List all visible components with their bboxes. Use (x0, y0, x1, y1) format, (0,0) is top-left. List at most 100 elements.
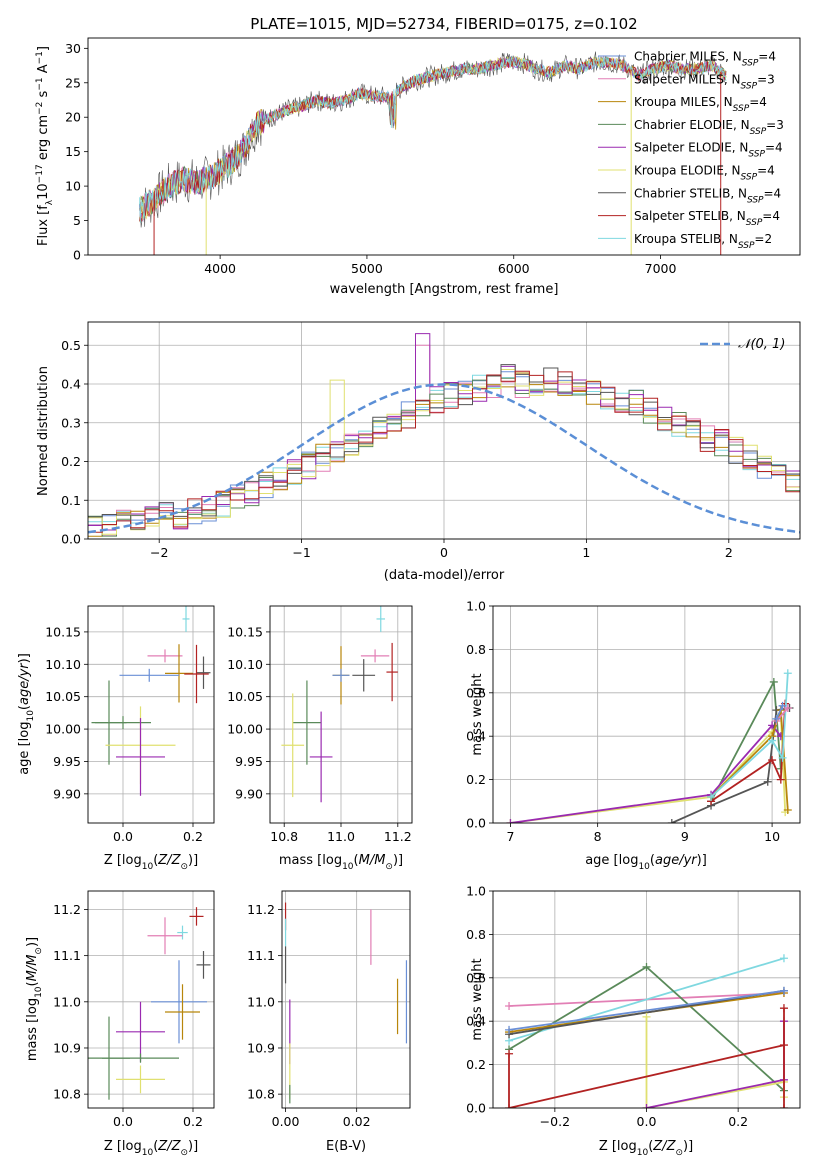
x-tick-label: 10 (764, 829, 780, 844)
x-axis-label: wavelength [Angstrom, rest frame] (330, 282, 559, 297)
y-tick-label: 0.2 (466, 1057, 486, 1072)
series-line (775, 705, 784, 720)
series-line (510, 711, 787, 823)
histogram-step (88, 370, 800, 533)
y-tick-label: 0.4 (466, 1014, 486, 1029)
data-point-marker (505, 1025, 514, 1034)
y-tick-label: 0.8 (466, 642, 486, 657)
y-tick-label: 10.15 (227, 624, 263, 639)
y-tick-label: 0.2 (61, 454, 81, 469)
data-point-marker (778, 753, 787, 762)
mass-vs-metallicity-panel: 0.0 0.2 10.8 10.9 11.0 11.1 11.2 Z [log10(Z/Z⊙)… (25, 890, 215, 1158)
data-point-marker (642, 962, 651, 971)
x-tick-label: 5000 (351, 261, 383, 276)
y-axis-label: age [log10(age/yr)] (17, 653, 36, 775)
x-tick-label: 8 (594, 829, 602, 844)
y-tick-label: 0.3 (61, 415, 81, 430)
data-point-marker (779, 1004, 788, 1013)
spectrum-series-line (139, 56, 727, 223)
data-point-marker (779, 1104, 788, 1108)
data-point-marker (779, 954, 788, 963)
x-axis-label: Z [log10(Z/Z⊙)] (599, 1139, 693, 1158)
x-axis-label: (data-model)/error (384, 568, 505, 583)
x-tick-label: 0.00 (272, 1114, 300, 1129)
x-axis-label: Z [log10(Z/Z⊙)] (104, 853, 198, 872)
y-tick-label: 0.4 (61, 377, 81, 392)
series-line (710, 673, 789, 798)
y-tick-label: 10.8 (247, 1087, 275, 1102)
data-point-marker (667, 819, 676, 823)
data-point-marker (783, 805, 792, 814)
x-tick-label: 10.8 (270, 829, 298, 844)
data-point-marker (772, 714, 781, 723)
y-tick-label: 9.95 (53, 754, 81, 769)
data-point-marker (779, 1041, 788, 1050)
y-tick-label: 11.2 (247, 902, 275, 917)
data-point-marker (763, 777, 772, 786)
spectrum-series-line (139, 56, 727, 222)
legend-entry-label: Salpeter MILES, NSSP=3 (634, 72, 775, 91)
x-tick-label: 0 (440, 545, 448, 560)
axes-frame (269, 605, 413, 824)
axes-frame (281, 890, 411, 1109)
y-tick-label: 0.6 (466, 970, 486, 985)
y-tick-label: 0.0 (466, 816, 486, 831)
mass-weight-vs-metallicity-panel: −0.2 0.0 0.2 0.0 0.2 0.4 0.6 0.8 1.0 mass weight Z… (466, 884, 801, 1158)
legend-entry-label: Salpeter ELODIE, NSSP=4 (634, 141, 783, 160)
x-tick-label: −1 (292, 545, 310, 560)
y-tick-label: 10.9 (247, 1040, 275, 1055)
x-tick-label: 7 (506, 829, 514, 844)
y-tick-label: 0.8 (466, 927, 486, 942)
normal-reference-curve (88, 383, 800, 534)
y-tick-label: 9.90 (53, 786, 81, 801)
x-tick-label: 7000 (645, 261, 677, 276)
x-tick-label: 0.0 (637, 1114, 657, 1129)
data-point-marker (642, 1012, 651, 1021)
y-tick-label: 11.1 (53, 948, 81, 963)
y-tick-label: 10.00 (227, 722, 263, 737)
y-tick-label: 10.10 (45, 657, 81, 672)
age-vs-metallicity-panel: 0.0 0.2 9.90 9.95 10.00 10.05 10.10 10.15 Z [log… (17, 605, 215, 872)
y-axis-label: mass weight (470, 673, 485, 755)
y-axis-label: mass weight (470, 958, 485, 1040)
y-axis-label: Flux [fλ10−17 erg cm−2 s−1 A−1] (35, 46, 55, 246)
y-tick-label: 0.5 (61, 338, 81, 353)
histogram-step (88, 364, 800, 530)
x-tick-label: 0.0 (113, 1114, 133, 1129)
y-tick-label: 11.0 (247, 994, 275, 1009)
legend-entry-label: Kroupa ELODIE, NSSP=4 (634, 164, 775, 183)
data-point-marker (779, 986, 788, 995)
legend-entry-label: Chabrier ELODIE, NSSP=3 (634, 118, 784, 137)
data-point-marker (783, 703, 792, 712)
y-tick-label: 9.95 (235, 754, 263, 769)
y-tick-label: 10.05 (227, 689, 263, 704)
series-line (510, 724, 782, 823)
legend-entry-label: Kroupa STELIB, NSSP=2 (634, 232, 772, 251)
data-point-marker (505, 1049, 514, 1058)
y-tick-label: 0.2 (466, 772, 486, 787)
legend-entry-label: Chabrier STELIB, NSSP=4 (634, 186, 781, 205)
y-tick-label: 0.4 (466, 729, 486, 744)
legend-entry-label: Salpeter STELIB, NSSP=4 (634, 209, 780, 228)
y-tick-label: 25 (65, 75, 81, 90)
spectrum-series-line (139, 56, 727, 223)
x-tick-label: 0.2 (728, 1114, 748, 1129)
spectrum-legend: Chabrier MILES, NSSP=4 Salpeter MILES, NS… (598, 50, 784, 251)
spectrum-panel: 4000 5000 6000 7000 0 5 10 15 20 25 30 wavelength [… (35, 37, 801, 297)
data-point-marker (506, 819, 515, 823)
y-axis-label: Normed distribution (36, 366, 51, 496)
axes-frame (87, 605, 215, 824)
y-tick-label: 0.1 (61, 493, 81, 508)
axes-frame (492, 890, 801, 1109)
data-point-marker (783, 669, 792, 678)
y-tick-label: 10.10 (227, 657, 263, 672)
x-tick-label: 1 (582, 545, 590, 560)
axes-frame (87, 37, 801, 256)
mass-vs-ebv-panel: 0.00 0.02 10.8 10.9 11.0 11.1 11.2 E(B-V) (247, 890, 411, 1154)
legend-entry-label: 𝒩(0, 1) (738, 337, 785, 352)
data-point-marker (768, 736, 777, 745)
y-tick-label: 5 (73, 213, 81, 228)
x-tick-label: 11.0 (327, 829, 355, 844)
x-tick-label: 0.02 (343, 1114, 371, 1129)
